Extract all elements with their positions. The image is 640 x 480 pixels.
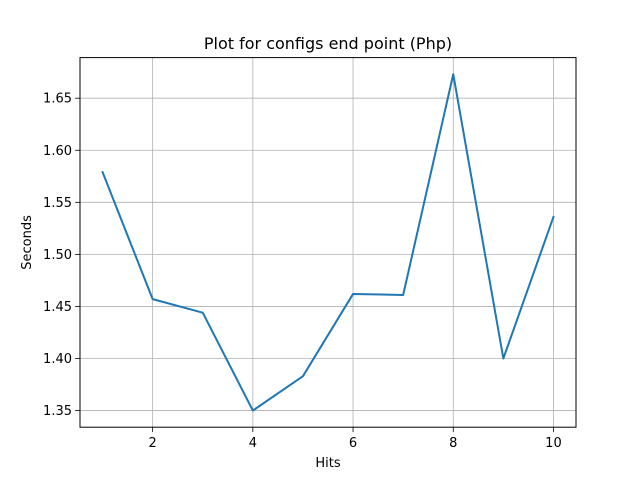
y-tick-label: 1.50 (43, 248, 72, 263)
y-tick-label: 1.45 (43, 300, 72, 315)
plot-area-frame (79, 57, 577, 428)
chart-title: Plot for configs end point (Php) (204, 34, 452, 53)
series-line (101, 73, 555, 412)
y-tick-label: 1.60 (43, 144, 72, 159)
x-axis-label: Hits (315, 456, 340, 471)
x-tick-label: 8 (449, 436, 457, 451)
grid-lines (80, 57, 576, 428)
x-tick-label: 6 (349, 436, 357, 451)
x-axis-ticks: 2 4 6 8 10 (149, 427, 562, 451)
y-axis-ticks: 1.35 1.40 1.45 1.50 1.55 1.60 1.65 (43, 92, 80, 419)
y-tick-label: 1.40 (43, 352, 72, 367)
x-tick-label: 2 (149, 436, 157, 451)
y-axis-label: Seconds (20, 215, 35, 270)
y-tick-label: 1.55 (43, 196, 72, 211)
series-layer (101, 73, 555, 412)
x-tick-label: 10 (545, 436, 562, 451)
y-tick-label: 1.65 (43, 92, 72, 107)
x-tick-label: 4 (249, 436, 257, 451)
y-tick-label: 1.35 (43, 404, 72, 419)
